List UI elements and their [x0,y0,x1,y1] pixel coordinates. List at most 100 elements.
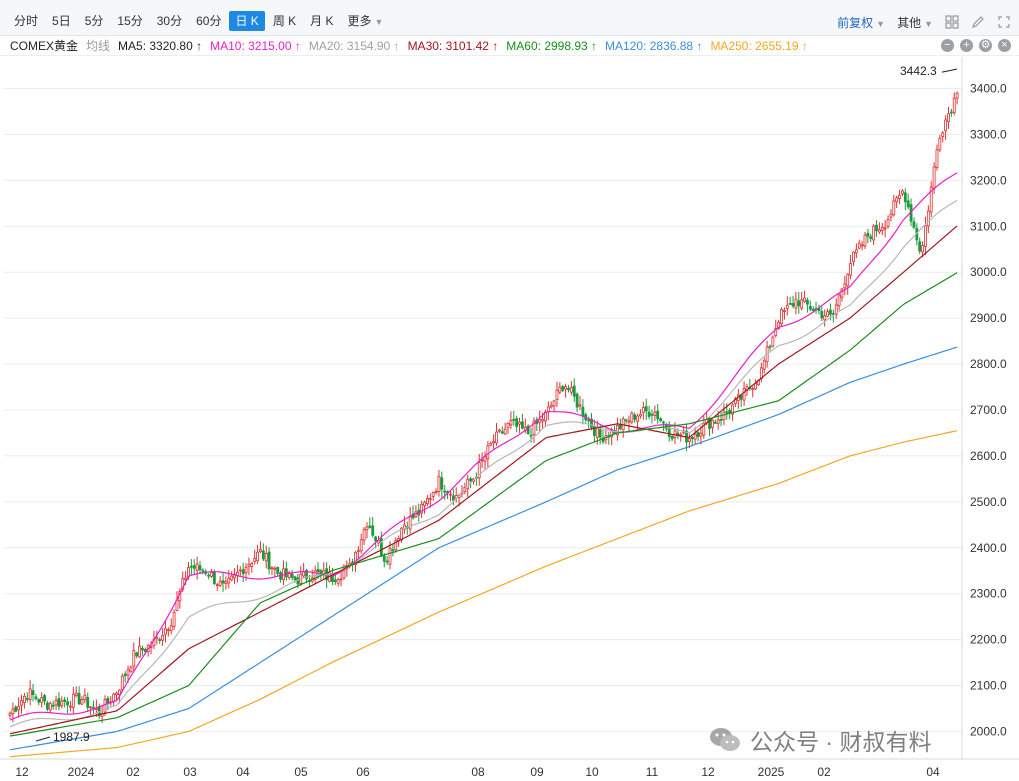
ma-legend-item-6[interactable]: MA250: 2655.19 ↑ [710,38,808,53]
tab-period-0[interactable]: 分时 [14,14,39,28]
candle-body [368,525,372,528]
tab-period-3[interactable]: 15分 [117,14,143,28]
candle-body [382,555,386,562]
candle-body [843,283,847,289]
ma-legend-item-2[interactable]: MA20: 3154.90 ↑ [308,38,400,53]
candle-body [935,149,939,168]
candle-body [800,299,804,309]
candle-body [901,190,904,195]
period-tabs: 分时 5日 5分 15分 30分 60分日 K 周 K 月 K 更多 ▼ [8,11,389,33]
candle-body [667,427,671,437]
candle-body [57,698,61,707]
candle-body [256,551,259,562]
plus-icon[interactable]: + [960,39,973,52]
y-tick-label: 2900.0 [970,311,1007,325]
candle-body [751,388,755,391]
candle-body [846,273,850,287]
grid-layout-icon[interactable] [945,15,959,29]
gear-icon[interactable]: ⚙ [979,39,992,52]
candle-body [549,404,553,408]
x-tick-label: 02 [817,765,831,779]
candle-body [742,388,746,401]
candle-body [872,225,876,241]
instrument-name: COMEX黄金 [10,39,79,53]
fullscreen-icon[interactable] [997,15,1011,29]
tab-period-8[interactable]: 月 K [310,14,334,28]
candle-body [497,429,501,432]
candle-body [777,321,781,329]
candle-body [443,490,447,493]
candle-body [342,570,346,579]
candle-body [863,234,867,247]
x-tick-label: 03 [183,765,197,779]
candle-body [46,702,49,710]
y-tick-label: 3100.0 [970,219,1007,233]
candle-body [189,565,193,568]
candle-body [869,236,873,239]
other-dropdown[interactable]: 其他 ▼ [897,14,933,31]
candle-body [371,525,375,536]
y-tick-label: 3300.0 [970,127,1007,141]
candle-body [48,702,52,711]
candle-body [794,298,798,309]
candle-body [276,567,280,574]
candle-body [592,425,596,436]
candle-body [302,571,306,577]
tab-period-4[interactable]: 30分 [156,14,183,28]
tab-period-2[interactable]: 5分 [84,14,104,28]
candle-body [898,194,901,199]
x-tick-label: 2025 [758,765,785,779]
y-tick-label: 2500.0 [970,495,1007,509]
draw-pen-icon[interactable] [971,15,985,29]
ma-legend-item-5[interactable]: MA120: 2836.88 ↑ [605,38,703,53]
tab-period-7[interactable]: 周 K [272,14,297,28]
candle-body [590,418,593,428]
ma-legend-item-1[interactable]: MA10: 3215.00 ↑ [210,38,301,53]
candle-body [849,263,853,276]
x-tick-label: 12 [15,765,29,779]
y-tick-label: 3000.0 [970,265,1007,279]
candle-body [480,459,484,462]
candle-body [37,699,41,703]
tab-period-6[interactable]: 日 K [229,11,265,31]
candle-body [567,387,570,391]
candle-body [451,495,455,501]
candle-body [74,692,78,696]
candle-body [158,639,162,641]
price-adjust-dropdown[interactable]: 前复权 ▼ [837,14,885,31]
close-icon[interactable]: × [998,39,1011,52]
candle-body [284,568,288,578]
ma-legend-item-3[interactable]: MA30: 3101.42 ↑ [407,38,499,53]
candle-body [952,97,956,114]
candle-body [820,311,824,319]
candle-body [636,415,639,422]
x-tick-label: 02 [126,765,140,779]
ma-legend-item-0[interactable]: MA5: 3320.80 ↑ [118,38,203,53]
price-adjust-label: 前复权 [837,15,874,30]
candle-body [201,569,205,572]
candle-body [921,245,924,253]
candle-body [22,695,26,704]
tab-period-1[interactable]: 5日 [52,14,71,28]
candle-body [141,647,144,651]
candlestick-chart[interactable]: 2000.0 2100.0 2200.0 2300.0 2400.0 2500.0 2600… [0,57,1019,781]
candle-body [725,411,729,414]
candle-body [912,221,916,228]
candle-body [115,692,118,696]
watermark-text: 公众号 · 财叔有料 [750,729,932,755]
candle-body [169,625,173,632]
candle-body [918,241,922,252]
ma-legend-item-4[interactable]: MA60: 2998.93 ↑ [506,38,598,53]
candle-body [270,567,274,570]
candle-body [60,700,64,706]
candle-body [428,498,432,500]
candle-body [106,697,110,704]
minus-icon[interactable]: − [941,39,954,52]
candle-body [788,303,792,305]
candle-body [515,418,519,427]
tab-period-9[interactable]: 更多 ▼ [347,14,384,28]
candle-body [86,697,90,708]
y-tick-label: 3200.0 [970,173,1007,187]
tab-period-5[interactable]: 60分 [196,14,222,28]
candle-body [261,550,265,560]
